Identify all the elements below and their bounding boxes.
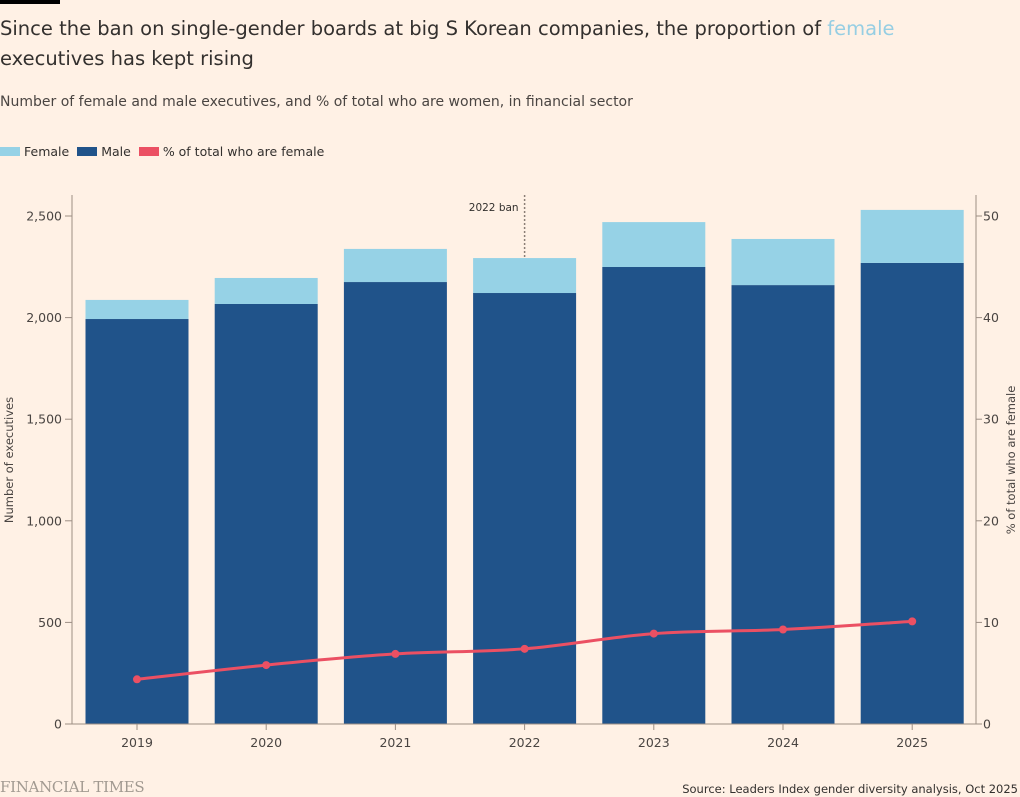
annotation-group: 2022 ban [469,195,526,259]
point-pct-female-2019 [133,675,141,684]
x-tick-label-2025: 2025 [896,735,928,750]
x-tick-label-2023: 2023 [638,735,670,750]
y2-tick-label-50: 50 [983,209,999,224]
legend-swatch-female [0,147,20,156]
bar-male-2019 [85,319,189,724]
bar-female-2025 [860,209,964,263]
point-pct-female-2023 [649,629,658,638]
legend-label-pct-female: % of total who are female [162,144,325,159]
x-tick-label-2024: 2024 [767,735,799,750]
y2-tick-label-30: 30 [983,412,999,427]
annotation-2022-ban-label: 2022 ban [469,202,519,214]
y2-tick-label-0: 0 [983,717,991,732]
y-tick-label-1500: 1,500 [26,412,62,427]
bar-male-2022 [473,293,577,724]
bar-female-2024 [731,238,835,286]
point-pct-female-2021 [391,649,400,658]
brand-top-bar [0,0,60,4]
chart-subtitle: Number of female and male executives, an… [0,94,633,110]
bar-female-2019 [85,299,189,320]
y-tick-label-1000: 1,000 [26,513,62,528]
legend-label-female: Female [24,144,70,159]
legend-label-male: Male [101,144,131,159]
legend-swatch-male [77,147,98,156]
bar-female-2020 [214,277,318,304]
y2-tick-label-10: 10 [983,615,999,630]
title-highlight-female: female [827,17,895,40]
ft-logo: FINANCIAL TIMES [0,778,145,796]
x-tick-label-2020: 2020 [250,735,282,750]
legend-item-male: Male [77,144,131,159]
x-tick-label-2019: 2019 [121,735,153,750]
point-pct-female-2020 [262,661,271,670]
x-tick-label-2022: 2022 [509,735,541,750]
title-text-start: Since the ban on single-gender boards at… [0,17,828,40]
y-axis-title: Number of executives [2,397,16,523]
y-tick-label-0: 0 [54,717,62,732]
bar-female-2023 [602,222,706,268]
legend-item-female: Female [0,144,69,159]
bar-male-2024 [731,285,835,724]
legend: Female Male % of total who are female [0,144,332,159]
legend-swatch-pct-female [138,147,159,156]
bar-female-2021 [343,248,447,283]
chart-title: Since the ban on single-gender boards at… [0,14,1000,74]
y-tick-label-2500: 2,500 [26,209,62,224]
point-pct-female-2025 [908,617,917,626]
line-group [133,617,917,684]
bar-male-2023 [602,267,706,724]
y2-axis-title: % of total who are female [1004,386,1018,535]
y-tick-label-500: 500 [38,615,62,630]
legend-item-pct-female: % of total who are female [138,144,325,159]
source-note: Source: Leaders Index gender diversity a… [682,782,1018,796]
x-tick-label-2021: 2021 [379,735,411,750]
y2-tick-label-40: 40 [983,310,999,325]
point-pct-female-2024 [779,625,787,634]
axes-group: 0 500 1,000 1,500 2,000 2,500 0 10 20 30 40 50 2019 2… [26,195,999,750]
title-text-end: executives has kept rising [0,47,254,70]
y2-tick-label-20: 20 [983,513,999,528]
y-tick-label-2000: 2,000 [26,310,62,325]
point-pct-female-2022 [520,644,529,653]
bar-female-2022 [473,258,577,294]
bar-male-2025 [860,262,964,724]
bar-male-2020 [214,303,318,724]
